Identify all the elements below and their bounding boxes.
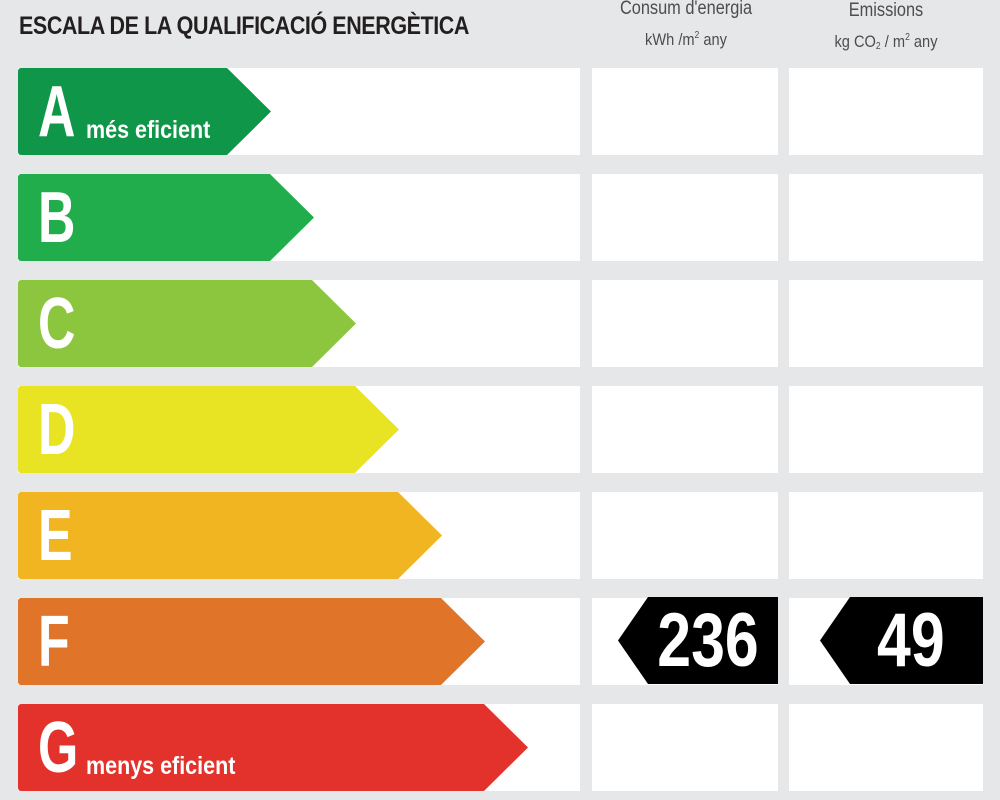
energy-cell-g: [592, 704, 778, 791]
rating-letter: E: [38, 496, 73, 576]
rating-label: menys eficient: [86, 752, 236, 780]
energy-cell-b: [592, 174, 778, 261]
rating-letter: G: [38, 708, 79, 788]
emissions-cell-d: [789, 386, 983, 473]
page-title: ESCALA DE LA QUALIFICACIÓ ENERGÈTICA: [19, 12, 469, 40]
energy-cell-c: [592, 280, 778, 367]
emissions-value: 49: [877, 598, 945, 683]
rating-letter: D: [38, 390, 76, 470]
energy-cell-d: [592, 386, 778, 473]
emissions-cell-a: [789, 68, 983, 155]
emissions-cell-c: [789, 280, 983, 367]
emissions-column-title: Emissions: [848, 0, 924, 21]
emissions-column-header: Emissions kg CO2 / m2 any: [803, 0, 970, 58]
rating-label: més eficient: [86, 116, 211, 144]
energy-cell-a: [592, 68, 778, 155]
energy-cell-e: [592, 492, 778, 579]
rating-arrow-c: C: [18, 280, 356, 367]
rating-arrow-e: E: [18, 492, 442, 579]
emissions-column-unit: kg CO2 / m2 any: [834, 32, 938, 52]
emissions-cell-e: [789, 492, 983, 579]
energy-value-tag: 236: [618, 597, 778, 684]
energy-value: 236: [656, 598, 759, 683]
energy-column-title: Consum d'energia: [619, 0, 753, 19]
rating-letter: C: [38, 284, 76, 364]
rating-arrow-b: B: [18, 174, 314, 261]
emissions-cell-g: [789, 704, 983, 791]
rating-letter: F: [38, 602, 70, 682]
energy-column-unit: kWh /m2 any: [645, 30, 727, 49]
rating-arrow-f: F: [18, 598, 485, 685]
rating-letter: B: [38, 178, 76, 258]
energy-column-header: Consum d'energia kWh /m2 any: [605, 0, 767, 51]
rating-arrow-d: D: [18, 386, 399, 473]
rating-letter: A: [38, 72, 76, 152]
emissions-cell-b: [789, 174, 983, 261]
emissions-value-tag: 49: [820, 597, 983, 684]
